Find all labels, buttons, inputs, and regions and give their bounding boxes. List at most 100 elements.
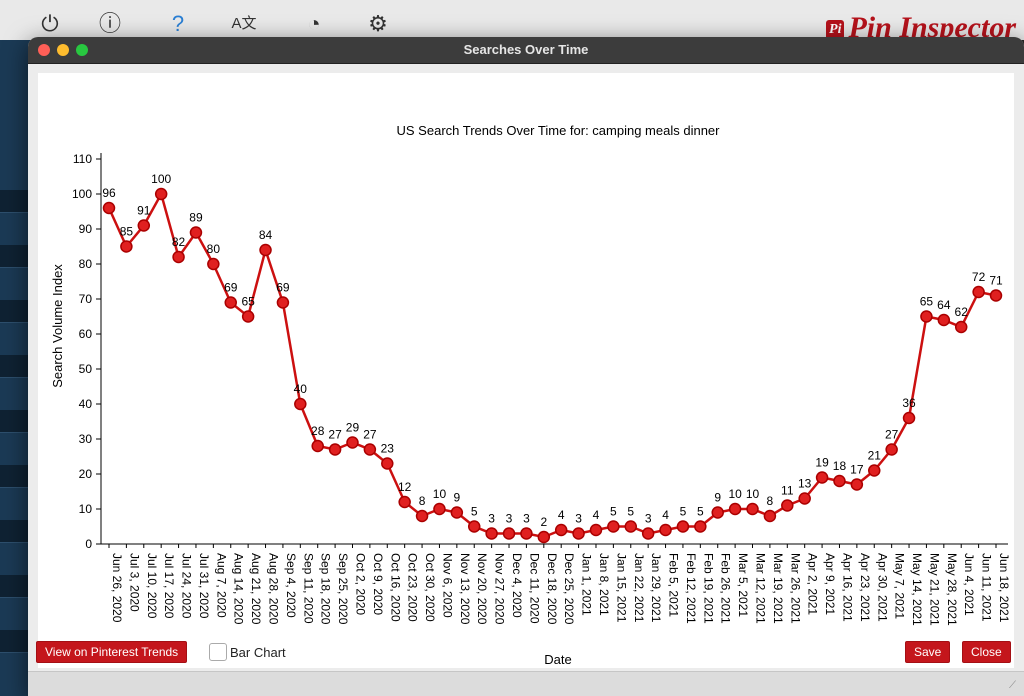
x-tick-label: Sep 18, 2020 xyxy=(319,553,333,625)
info-icon[interactable]: ⓘ xyxy=(98,11,121,36)
x-tick-label: Jan 29, 2021 xyxy=(649,553,663,623)
x-tick-label: Jul 31, 2020 xyxy=(197,553,211,619)
x-tick-label: Jun 18, 2021 xyxy=(997,553,1011,623)
data-label: 5 xyxy=(610,505,617,519)
data-point xyxy=(728,502,742,516)
data-point xyxy=(659,523,672,537)
data-point xyxy=(346,436,359,449)
x-tick-label: May 7, 2021 xyxy=(893,553,907,619)
data-label: 19 xyxy=(815,456,829,470)
background-row xyxy=(0,190,30,213)
data-label: 2 xyxy=(540,515,547,529)
background-row xyxy=(0,465,30,488)
dialog-button-bar: View on Pinterest Trends Bar Chart Save … xyxy=(28,637,1024,673)
x-tick-label: Oct 9, 2020 xyxy=(371,553,385,615)
series-line xyxy=(107,190,997,539)
x-tick-label: Aug 7, 2020 xyxy=(214,553,228,618)
x-tick-label: Nov 27, 2020 xyxy=(493,553,507,625)
data-label: 23 xyxy=(381,442,395,456)
data-point xyxy=(328,443,342,456)
y-tick-label: 110 xyxy=(73,152,92,166)
gear-icon[interactable]: ⚙ xyxy=(368,11,388,36)
window-maximize-button[interactable] xyxy=(76,44,88,56)
view-on-pinterest-trends-button[interactable]: View on Pinterest Trends xyxy=(36,641,188,663)
data-point xyxy=(467,520,481,533)
data-label: 72 xyxy=(972,270,986,284)
data-point xyxy=(120,240,133,253)
background-toolbar: ⏻ ⓘ ? A文 ◔ ⚙ Pi Pin Inspector xyxy=(0,0,1024,43)
data-point xyxy=(763,509,777,523)
data-point xyxy=(224,296,237,309)
user-icon[interactable]: ◔ xyxy=(307,11,321,36)
data-label: 17 xyxy=(850,463,864,477)
data-point xyxy=(189,226,203,239)
x-tick-label: Oct 30, 2020 xyxy=(423,553,437,622)
data-point xyxy=(989,289,1003,302)
chart-panel: US Search Trends Over Time for: camping … xyxy=(38,73,1014,668)
data-point xyxy=(972,285,985,299)
bar-chart-checkbox[interactable] xyxy=(209,643,227,661)
x-tick-label: Mar 26, 2021 xyxy=(788,553,802,624)
data-label: 91 xyxy=(137,204,151,218)
data-label: 36 xyxy=(902,396,916,410)
data-label: 13 xyxy=(798,477,812,491)
data-label: 3 xyxy=(506,512,513,526)
x-tick-label: Apr 16, 2021 xyxy=(840,553,854,622)
x-tick-label: Jun 4, 2021 xyxy=(962,553,976,616)
close-button[interactable]: Close xyxy=(962,641,1011,663)
dialog-titlebar[interactable]: Searches Over Time xyxy=(28,37,1024,64)
data-label: 12 xyxy=(398,480,412,494)
x-tick-label: Feb 12, 2021 xyxy=(684,553,698,624)
data-point xyxy=(172,250,185,264)
data-label: 85 xyxy=(120,225,134,239)
data-point xyxy=(781,499,794,512)
x-tick-label: Aug 28, 2020 xyxy=(267,553,281,625)
background-row xyxy=(0,245,30,268)
data-label: 10 xyxy=(746,487,760,501)
save-button[interactable]: Save xyxy=(905,641,951,663)
data-label: 28 xyxy=(311,424,325,438)
window-minimize-button[interactable] xyxy=(57,44,69,56)
data-point xyxy=(433,502,446,516)
help-icon[interactable]: ? xyxy=(171,11,185,36)
searches-over-time-dialog: Searches Over Time US Search Trends Over… xyxy=(28,37,1024,696)
x-tick-label: Dec 11, 2020 xyxy=(527,553,541,624)
data-point xyxy=(294,397,307,411)
x-tick-label: Nov 20, 2020 xyxy=(475,553,489,625)
data-point xyxy=(311,439,324,453)
window-close-button[interactable] xyxy=(38,44,50,56)
data-label: 18 xyxy=(833,459,847,473)
bar-chart-label[interactable]: Bar Chart xyxy=(230,645,286,660)
power-icon[interactable]: ⏻ xyxy=(41,11,59,36)
data-point xyxy=(624,520,638,533)
data-label: 71 xyxy=(989,274,1003,288)
x-tick-label: Sep 11, 2020 xyxy=(301,553,315,624)
data-point xyxy=(485,527,498,540)
data-label: 89 xyxy=(189,211,203,225)
resize-grip-icon[interactable]: ⟋ xyxy=(1009,680,1016,691)
x-tick-label: May 14, 2021 xyxy=(910,553,924,626)
data-label: 10 xyxy=(728,487,742,501)
x-tick-label: Nov 13, 2020 xyxy=(458,553,472,625)
data-point xyxy=(607,520,620,533)
y-tick-label: 100 xyxy=(72,187,92,201)
data-point xyxy=(850,478,864,491)
data-label: 11 xyxy=(781,484,794,498)
data-point xyxy=(868,464,881,477)
x-tick-label: Apr 23, 2021 xyxy=(858,553,872,622)
data-point xyxy=(554,523,568,537)
y-tick-label: 90 xyxy=(79,222,93,236)
data-point xyxy=(572,527,585,540)
data-label: 64 xyxy=(937,298,951,312)
y-tick-label: 40 xyxy=(79,397,93,411)
translate-icon[interactable]: A文 xyxy=(231,15,257,32)
x-tick-label: Dec 4, 2020 xyxy=(510,553,524,618)
data-label: 96 xyxy=(102,186,116,200)
data-label: 21 xyxy=(868,449,882,463)
logo-badge: Pi xyxy=(826,20,845,41)
data-label: 27 xyxy=(328,428,342,442)
x-tick-label: Mar 12, 2021 xyxy=(754,553,768,624)
data-label: 9 xyxy=(714,491,721,505)
x-tick-label: Jan 1, 2021 xyxy=(580,553,594,616)
y-tick-label: 50 xyxy=(79,362,93,376)
